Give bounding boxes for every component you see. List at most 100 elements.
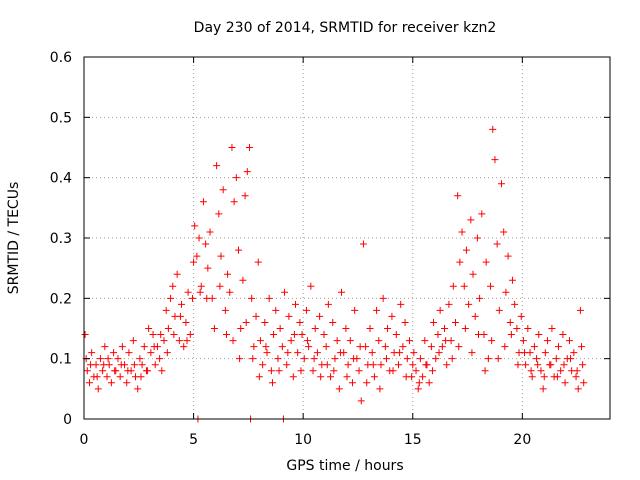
data-point xyxy=(170,331,178,339)
data-point xyxy=(425,379,433,387)
data-point xyxy=(553,373,561,381)
data-point xyxy=(136,355,144,363)
data-point xyxy=(281,288,289,296)
data-point xyxy=(560,361,568,369)
x-tick-label: 5 xyxy=(189,432,198,448)
data-point xyxy=(236,355,244,363)
data-point xyxy=(327,373,335,381)
data-point xyxy=(573,367,581,375)
data-point xyxy=(416,355,424,363)
data-point xyxy=(434,331,442,339)
data-point xyxy=(230,198,238,206)
data-point xyxy=(178,300,186,308)
data-point xyxy=(436,306,444,314)
data-point xyxy=(221,306,229,314)
data-point xyxy=(183,337,191,345)
data-point xyxy=(313,349,321,357)
data-point xyxy=(379,294,387,302)
data-point xyxy=(110,349,118,357)
data-point xyxy=(129,337,137,345)
data-point xyxy=(559,331,567,339)
data-point xyxy=(357,397,365,405)
data-point xyxy=(476,294,484,302)
data-point xyxy=(343,373,351,381)
data-point xyxy=(498,180,506,188)
data-point xyxy=(111,367,119,375)
data-point xyxy=(508,276,516,284)
data-point xyxy=(310,355,318,363)
data-point xyxy=(232,174,240,182)
data-point xyxy=(462,246,470,254)
data-point xyxy=(239,276,247,284)
data-point xyxy=(402,373,410,381)
data-point xyxy=(421,337,429,345)
data-point xyxy=(335,385,343,393)
data-point xyxy=(245,144,253,151)
data-point xyxy=(467,216,475,224)
data-point xyxy=(535,331,543,339)
data-point xyxy=(449,282,457,290)
data-point xyxy=(511,300,519,308)
data-point xyxy=(123,379,131,387)
data-point xyxy=(307,282,315,290)
data-point xyxy=(173,270,181,278)
data-point xyxy=(87,361,95,369)
data-point xyxy=(309,367,317,375)
data-point xyxy=(188,294,196,302)
data-point xyxy=(537,367,545,375)
data-point xyxy=(366,325,374,332)
data-point xyxy=(547,361,555,369)
data-point xyxy=(507,331,515,339)
data-point xyxy=(574,385,582,393)
data-point xyxy=(283,361,291,369)
data-point xyxy=(275,367,283,375)
data-point xyxy=(376,385,384,393)
data-point xyxy=(456,258,464,266)
grid-lines xyxy=(84,57,610,419)
data-point xyxy=(415,379,423,387)
data-point xyxy=(151,361,159,369)
data-point xyxy=(93,373,101,381)
data-point xyxy=(355,367,363,375)
data-point xyxy=(468,349,476,357)
data-point xyxy=(412,367,420,375)
data-point xyxy=(140,343,148,351)
data-point xyxy=(478,210,486,218)
data-point xyxy=(528,373,536,381)
data-point xyxy=(381,343,389,351)
data-point xyxy=(438,343,446,351)
data-point xyxy=(435,349,443,357)
data-point xyxy=(534,361,542,369)
data-point xyxy=(552,355,560,363)
data-point xyxy=(199,198,207,206)
data-point xyxy=(375,337,383,345)
data-point xyxy=(491,156,499,164)
y-tick-label: 0.6 xyxy=(50,50,72,66)
data-point xyxy=(399,343,407,351)
data-point xyxy=(184,288,192,296)
data-point xyxy=(204,264,212,272)
data-point xyxy=(430,318,438,326)
data-point xyxy=(118,343,126,351)
data-point xyxy=(176,312,184,320)
data-point xyxy=(213,162,221,170)
data-point xyxy=(329,318,337,326)
data-point xyxy=(317,373,325,381)
data-point xyxy=(254,258,262,266)
data-point xyxy=(541,349,549,357)
data-point xyxy=(519,337,527,345)
data-point xyxy=(403,355,411,363)
data-point xyxy=(548,325,556,332)
data-point xyxy=(107,379,115,387)
data-point xyxy=(268,379,276,387)
data-point xyxy=(267,367,275,375)
data-point xyxy=(193,252,201,260)
data-point xyxy=(164,325,172,332)
data-point xyxy=(144,367,152,375)
data-point xyxy=(489,125,497,133)
data-point xyxy=(442,337,450,345)
data-point xyxy=(344,361,352,369)
data-point xyxy=(405,337,413,345)
data-point xyxy=(331,355,339,363)
